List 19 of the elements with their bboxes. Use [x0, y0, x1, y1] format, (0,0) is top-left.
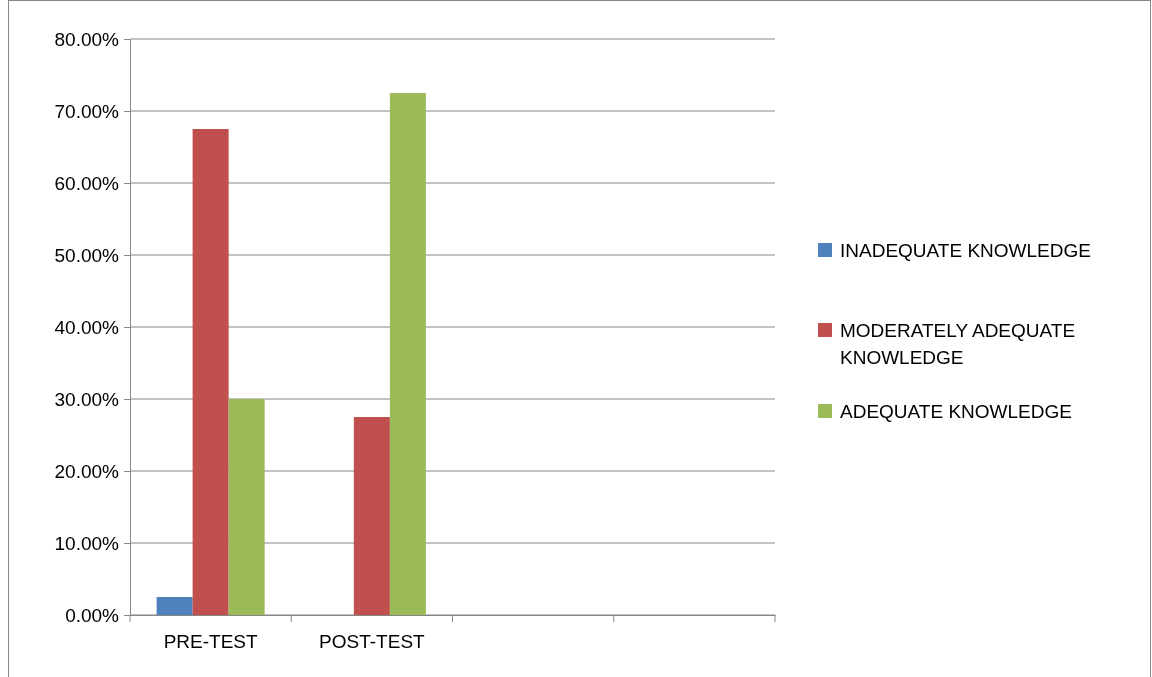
y-tick-label: 70.00%: [54, 100, 120, 122]
y-tick-label: 50.00%: [54, 244, 120, 266]
bar: [228, 399, 265, 615]
bar: [389, 93, 426, 615]
x-tick-label: POST-TEST: [319, 631, 426, 653]
y-tick-label: 60.00%: [54, 172, 120, 194]
bar: [353, 417, 390, 615]
y-tick-label: 40.00%: [54, 316, 120, 338]
legend-label: INADEQUATE KNOWLEDGE: [840, 240, 1091, 261]
bar: [156, 597, 193, 615]
legend-label: MODERATELY ADEQUATE KNOWLEDGE: [840, 320, 1076, 368]
y-tick-label: 10.00%: [54, 532, 120, 554]
y-tick-label: 0.00%: [65, 604, 120, 626]
x-tick-label: PRE-TEST: [163, 631, 258, 653]
bar: [192, 129, 229, 615]
y-tick-label: 30.00%: [54, 388, 120, 410]
y-tick-label: 80.00%: [54, 28, 120, 50]
legend-label: ADEQUATE KNOWLEDGE: [840, 401, 1072, 422]
y-tick-label: 20.00%: [54, 460, 120, 482]
